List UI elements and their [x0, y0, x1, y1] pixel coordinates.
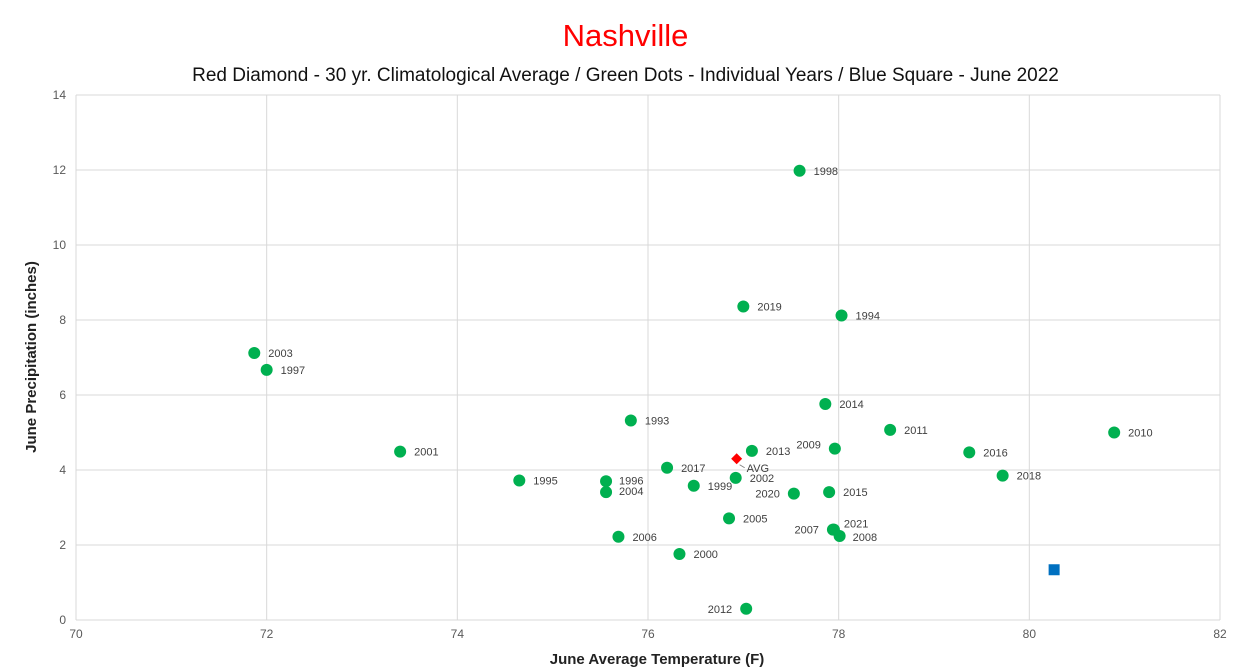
- year-point: [740, 602, 753, 615]
- current-year-point: [1048, 564, 1060, 576]
- x-tick-label: 70: [69, 627, 83, 641]
- year-point-label: 2018: [1017, 471, 1041, 483]
- average-point: [731, 453, 743, 465]
- year-point: [723, 512, 736, 525]
- year-point-label: 2009: [796, 440, 820, 452]
- year-point-label: 1994: [856, 311, 880, 323]
- year-point-label: 1995: [533, 476, 557, 488]
- year-point-label: 2005: [743, 513, 767, 525]
- labels-layer: 1993 1994 1995 1996 1997 1998 1999 2000 2001 2002…: [268, 166, 1152, 616]
- marks-layer: [248, 164, 1121, 615]
- year-point: [737, 300, 750, 313]
- year-point-label: 2003: [268, 348, 292, 360]
- year-point-label: 2008: [853, 532, 877, 544]
- year-point: [661, 461, 674, 474]
- year-point: [827, 523, 840, 536]
- year-point-label: 2014: [839, 399, 863, 411]
- year-point-label: 1993: [645, 416, 669, 428]
- y-tick-label: 8: [59, 313, 66, 327]
- x-axis-title: June Average Temperature (F): [550, 651, 765, 668]
- year-point-label: 1998: [814, 166, 838, 178]
- year-point: [600, 475, 613, 488]
- year-point: [787, 487, 800, 500]
- chart-subtitle: Red Diamond - 30 yr. Climatological Aver…: [192, 65, 1059, 86]
- year-point-label: 1997: [281, 365, 305, 377]
- year-point: [884, 423, 897, 436]
- year-point: [745, 444, 758, 457]
- year-point-label: 2007: [794, 525, 818, 537]
- year-point-label: 2012: [708, 604, 732, 616]
- x-tick-label: 78: [832, 627, 846, 641]
- year-point: [828, 442, 841, 455]
- year-point-label: 2017: [681, 463, 705, 475]
- average-leader-line: [739, 464, 745, 469]
- y-axis-title: June Precipitation (inches): [23, 261, 40, 453]
- year-point: [612, 530, 625, 543]
- year-point: [819, 398, 832, 410]
- year-point-label: 2019: [757, 302, 781, 314]
- y-tick-label: 2: [59, 538, 66, 552]
- y-tick-label: 10: [53, 238, 67, 252]
- year-point: [729, 471, 742, 484]
- x-tick-label: 72: [260, 627, 274, 641]
- year-point: [963, 446, 976, 459]
- year-point: [687, 479, 700, 492]
- y-tick-label: 0: [59, 613, 66, 627]
- year-point: [1108, 426, 1121, 439]
- average-point-label: AVG: [747, 463, 769, 475]
- year-point-label: 2010: [1128, 428, 1152, 440]
- year-point-label: 2000: [693, 549, 717, 561]
- year-point: [260, 363, 273, 376]
- year-point: [600, 486, 613, 499]
- year-point: [835, 309, 848, 322]
- year-point-label: 2006: [632, 532, 656, 544]
- x-tick-label: 82: [1213, 627, 1227, 641]
- year-point-label: 2016: [983, 447, 1007, 459]
- x-tick-label: 76: [641, 627, 655, 641]
- year-point: [624, 414, 637, 427]
- tick-layer: 0 2 4 6 8 10 12 14 70 72 74 76 78 80 82: [53, 88, 1227, 641]
- y-tick-label: 4: [59, 463, 66, 477]
- year-point-label: 2002: [750, 473, 774, 485]
- year-point-label: 2020: [755, 489, 779, 501]
- year-point-label: 1996: [619, 475, 643, 487]
- year-point-label: 2001: [414, 447, 438, 459]
- year-point-label: 2011: [904, 425, 928, 437]
- year-point-label: 1999: [708, 481, 732, 493]
- year-point: [513, 474, 526, 487]
- x-tick-label: 80: [1023, 627, 1037, 641]
- year-point-label: 2013: [766, 446, 790, 458]
- chart-title: Nashville: [562, 18, 689, 53]
- y-tick-label: 14: [53, 88, 67, 102]
- year-point: [793, 164, 806, 177]
- year-point-label: 2021: [844, 519, 868, 531]
- year-point: [996, 469, 1009, 482]
- y-tick-label: 6: [59, 388, 66, 402]
- year-point-label: 2004: [619, 486, 643, 498]
- year-point: [823, 486, 836, 499]
- year-point-label: 2015: [843, 487, 867, 499]
- year-point: [673, 548, 686, 560]
- year-point: [248, 347, 261, 359]
- year-point: [394, 445, 407, 458]
- y-tick-label: 12: [53, 163, 67, 177]
- x-tick-label: 74: [451, 627, 465, 641]
